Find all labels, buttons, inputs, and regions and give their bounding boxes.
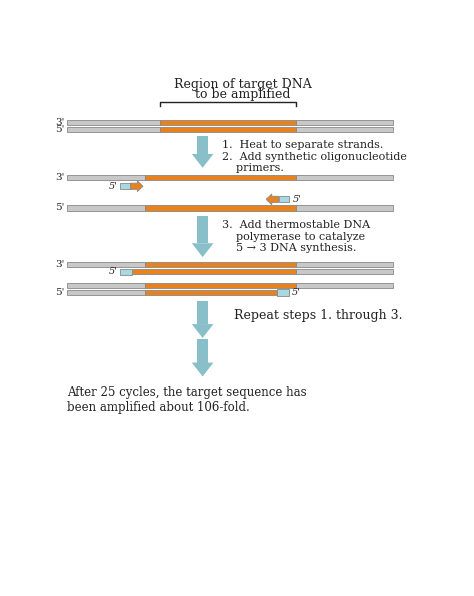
Text: 5': 5' [109, 267, 118, 276]
Bar [67, 290, 145, 295]
Bar [132, 269, 296, 274]
Bar [67, 126, 160, 132]
Bar [296, 205, 392, 210]
Polygon shape [192, 362, 213, 377]
Text: Region of target DNA: Region of target DNA [174, 77, 312, 91]
Text: 5': 5' [292, 288, 301, 297]
Bar [145, 262, 296, 268]
Text: Repeat steps 1. through 3.: Repeat steps 1. through 3. [234, 309, 402, 322]
Polygon shape [192, 154, 213, 167]
Bar [145, 283, 296, 288]
Text: 1.  Heat to separate strands.
2.  Add synthetic oligonucleotide
    primers.: 1. Heat to separate strands. 2. Add synt… [222, 140, 407, 173]
Bar [296, 269, 392, 274]
Bar [279, 196, 290, 203]
Bar [67, 120, 160, 125]
Polygon shape [192, 243, 213, 257]
Bar [145, 205, 296, 210]
Bar [296, 126, 392, 132]
Text: 3': 3' [55, 118, 64, 127]
Bar [145, 175, 296, 181]
Bar [277, 290, 290, 296]
Bar [296, 262, 392, 268]
Bar [67, 283, 145, 288]
Bar [160, 126, 296, 132]
Text: 5': 5' [109, 182, 118, 191]
Text: 5': 5' [55, 125, 64, 134]
Text: 3.  Add thermostable DNA
    polymerase to catalyze
    5 → 3 DNA synthesis.: 3. Add thermostable DNA polymerase to ca… [222, 220, 370, 253]
Text: 5': 5' [55, 288, 64, 297]
Bar [197, 216, 208, 243]
Text: 3': 3' [55, 173, 64, 182]
Bar [67, 262, 145, 268]
Text: 3': 3' [55, 260, 64, 269]
Bar [197, 340, 208, 362]
Bar [145, 290, 277, 295]
Text: After 25 cycles, the target sequence has
been amplified about 106-fold.: After 25 cycles, the target sequence has… [67, 386, 307, 414]
Bar [296, 175, 392, 181]
Bar [277, 290, 290, 295]
Text: 5': 5' [55, 203, 64, 212]
Bar [120, 183, 130, 190]
Text: 5': 5' [292, 195, 301, 204]
Polygon shape [130, 181, 143, 192]
Bar [197, 136, 208, 154]
Bar [120, 269, 132, 275]
Bar [296, 120, 392, 125]
Bar [67, 205, 145, 210]
Polygon shape [192, 324, 213, 338]
Bar [296, 283, 392, 288]
Text: to be amplified: to be amplified [195, 88, 291, 101]
Polygon shape [266, 194, 279, 205]
Bar [160, 120, 296, 125]
Bar [67, 175, 145, 181]
Bar [197, 301, 208, 324]
